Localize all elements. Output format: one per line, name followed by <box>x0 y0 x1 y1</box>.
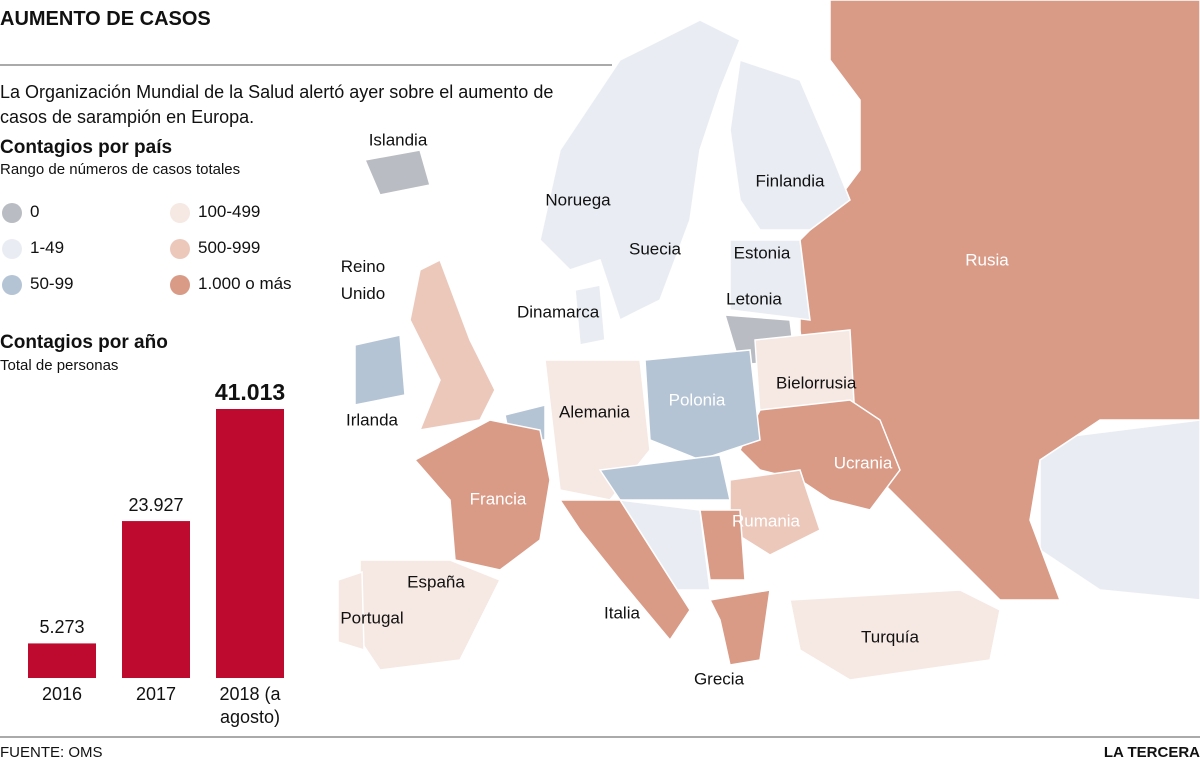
legend-swatch <box>2 275 22 295</box>
country <box>729 239 811 321</box>
category-label: 2018 (a agosto) <box>219 684 281 727</box>
map-label: Polonia <box>668 390 726 410</box>
bar <box>28 643 96 678</box>
country <box>354 334 406 406</box>
chart-title: Contagios por año <box>0 332 168 353</box>
country <box>558 499 691 642</box>
legend-label: 0 <box>30 202 40 221</box>
map <box>2 0 1200 681</box>
country <box>1039 419 1200 601</box>
country <box>409 258 496 431</box>
country <box>699 509 746 581</box>
legend-label: 500-999 <box>198 238 261 257</box>
legend-label: 100-499 <box>198 202 261 221</box>
map-label: Rumania <box>731 511 801 531</box>
country <box>729 59 851 231</box>
value-label: 23.927 <box>128 495 184 516</box>
value-label: 5.273 <box>39 617 85 638</box>
chart-subtitle: Total de personas <box>0 357 119 374</box>
country <box>574 284 606 346</box>
country <box>363 149 431 196</box>
country <box>413 419 551 571</box>
source: FUENTE: OMS <box>0 744 103 761</box>
map-label: Turquía <box>861 627 919 647</box>
map-label: Alemania <box>559 402 630 422</box>
country <box>644 349 761 461</box>
brand: LA TERCERA <box>1103 744 1200 761</box>
country <box>789 589 1001 681</box>
legend-swatch <box>2 203 22 223</box>
map-label: Letonia <box>726 289 782 309</box>
legend-label: 50-99 <box>30 274 74 293</box>
category-label: 2017 <box>135 684 177 704</box>
map-label: Irlanda <box>346 410 398 430</box>
country <box>799 0 1200 601</box>
map-label: Finlandia <box>755 171 825 191</box>
category-label: 2016 <box>41 684 83 704</box>
country <box>337 570 365 652</box>
map-label: Estonia <box>733 243 791 263</box>
map-label: Reino Unido <box>340 257 386 303</box>
map-label: Rusia <box>965 250 1009 270</box>
bar-chart <box>28 409 284 678</box>
title: AUMENTO DE CASOS <box>0 8 211 30</box>
map-label: Islandia <box>368 130 428 150</box>
map-label: Dinamarca <box>517 302 600 322</box>
map-label: Portugal <box>340 608 404 628</box>
map-label: Italia <box>604 603 640 623</box>
map-label: Suecia <box>629 239 681 259</box>
intro: La Organización Mundial de la Salud aler… <box>0 82 554 127</box>
value-label: 41.013 <box>214 379 286 405</box>
map-label: Noruega <box>545 190 611 210</box>
legend-swatch <box>170 239 190 259</box>
legend-swatch <box>170 203 190 223</box>
map-label: Ucrania <box>833 453 893 473</box>
bar <box>122 521 190 678</box>
map-label: Grecia <box>693 669 745 689</box>
legend-label: 1-49 <box>30 238 65 257</box>
legend-swatch <box>2 239 22 259</box>
map-label: Bielorrusia <box>776 373 857 393</box>
bar <box>216 409 284 678</box>
legend-label: 1.000 o más <box>198 274 292 293</box>
legend-subtitle: Rango de números de casos totales <box>0 161 241 178</box>
legend-swatch <box>170 275 190 295</box>
country <box>739 399 901 511</box>
legend-title: Contagios por país <box>0 137 173 158</box>
country <box>539 19 741 322</box>
map-label: España <box>407 572 465 592</box>
map-label: Francia <box>469 489 527 509</box>
country <box>708 589 771 666</box>
